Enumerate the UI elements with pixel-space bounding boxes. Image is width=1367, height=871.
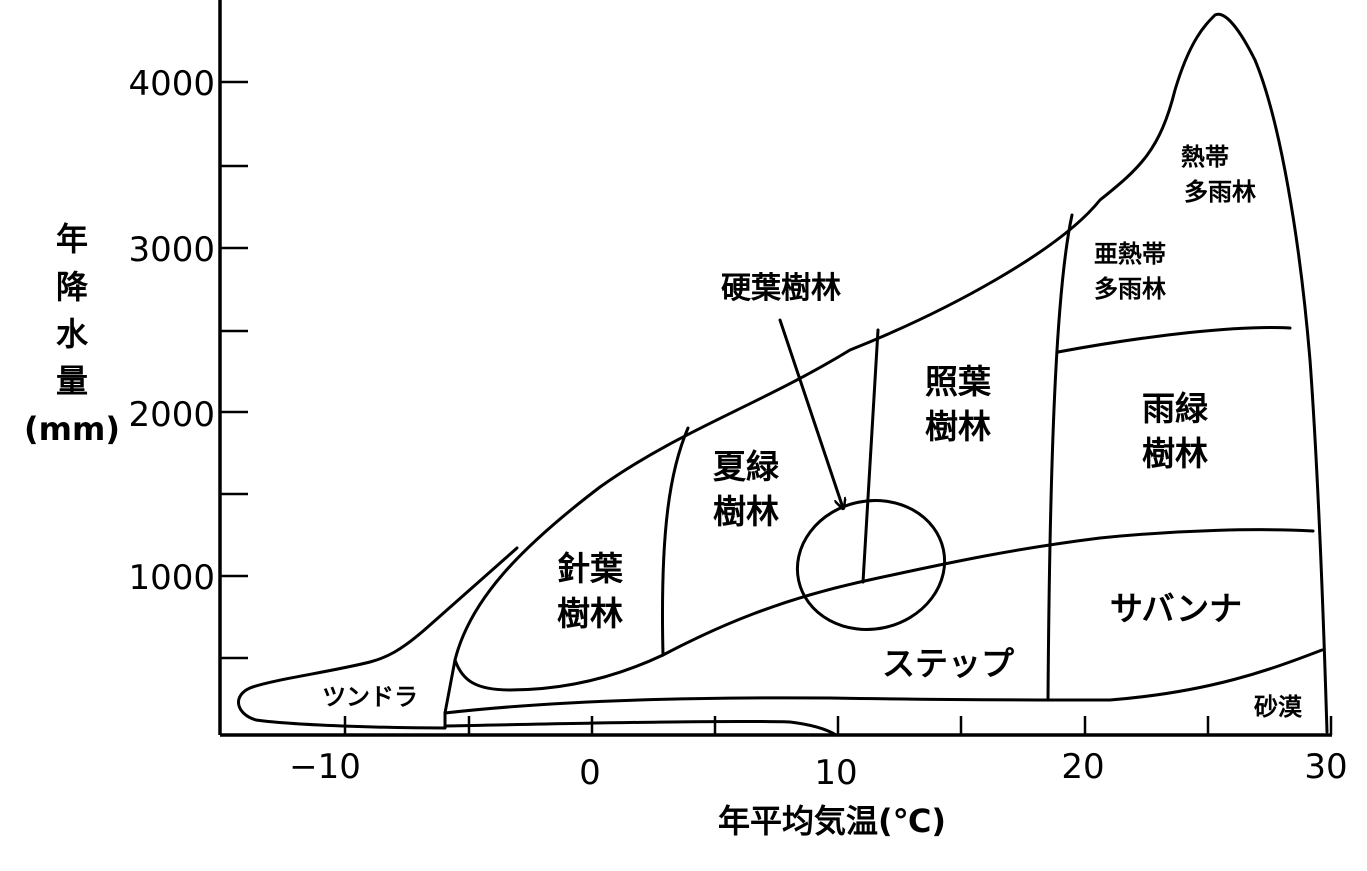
region-label-laurel-2: 樹林 [925,407,991,446]
x-ticks [343,716,1333,735]
region-label-desert: 砂漠 [1254,693,1303,721]
region-label-subtropical-1: 亜熱帯 [1094,240,1166,268]
x-tick-label-minus10: −10 [289,747,361,787]
region-label-steppe: ステップ [882,644,1015,683]
svg-text:降: 降 [56,268,89,306]
svg-text:(mm): (mm) [24,410,120,448]
x-tick-label-0: 0 [579,753,601,793]
region-label-raingreen-2: 樹林 [1142,434,1208,473]
tundra-outline [237,546,519,730]
sclerophyll-arrow [778,318,843,508]
svg-text:量: 量 [56,362,88,400]
coniferous-lower-boundary [453,653,665,692]
x-tick-label-20: 20 [1061,747,1104,787]
y-tick-label-2000: 2000 [128,395,215,435]
region-label-deciduous-1: 夏緑 [713,447,780,486]
region-label-laurel-1: 照葉 [925,362,992,401]
x-tick-label-10: 10 [814,753,857,793]
region-label-savanna: サバンナ [1110,589,1242,628]
svg-text:年: 年 [56,220,88,258]
sclerophyll-ellipse [795,499,947,631]
biome-boundaries [237,12,1329,737]
outer-boundary [443,12,1329,734]
lower-boundary [443,719,838,737]
svg-text:水: 水 [56,315,89,353]
region-label-subtropical-2: 多雨林 [1094,275,1166,303]
region-label-sclerophyll: 硬葉樹林 [721,271,841,306]
laurel-subtropical-divider [1046,213,1074,702]
region-label-coniferous-2: 樹林 [557,594,623,633]
region-label-raingreen-1: 雨緑 [1142,389,1209,428]
region-label-coniferous-1: 針葉 [557,549,624,588]
y-axis-label: 年 降 水 量 (mm) [24,220,120,448]
raingreen-upper-boundary [1056,325,1292,354]
coniferous-deciduous-divider [660,426,690,657]
x-tick-label-30: 30 [1304,747,1347,787]
y-ticks [220,80,248,660]
y-tick-label-4000: 4000 [128,64,215,104]
steppe-upper-boundary [661,528,1315,657]
region-label-deciduous-2: 樹林 [713,492,779,531]
region-label-tropical-2: 多雨林 [1184,178,1256,206]
desert-upper-boundary [443,648,1324,715]
y-tick-label-1000: 1000 [128,558,215,598]
region-label-tundra: ツンドラ [322,683,418,711]
deciduous-laurel-divider [861,328,880,584]
y-tick-label-3000: 3000 [128,230,215,270]
x-axis-label: 年平均気温(℃) [718,802,946,840]
region-label-tropical-1: 熱帯 [1181,143,1229,171]
